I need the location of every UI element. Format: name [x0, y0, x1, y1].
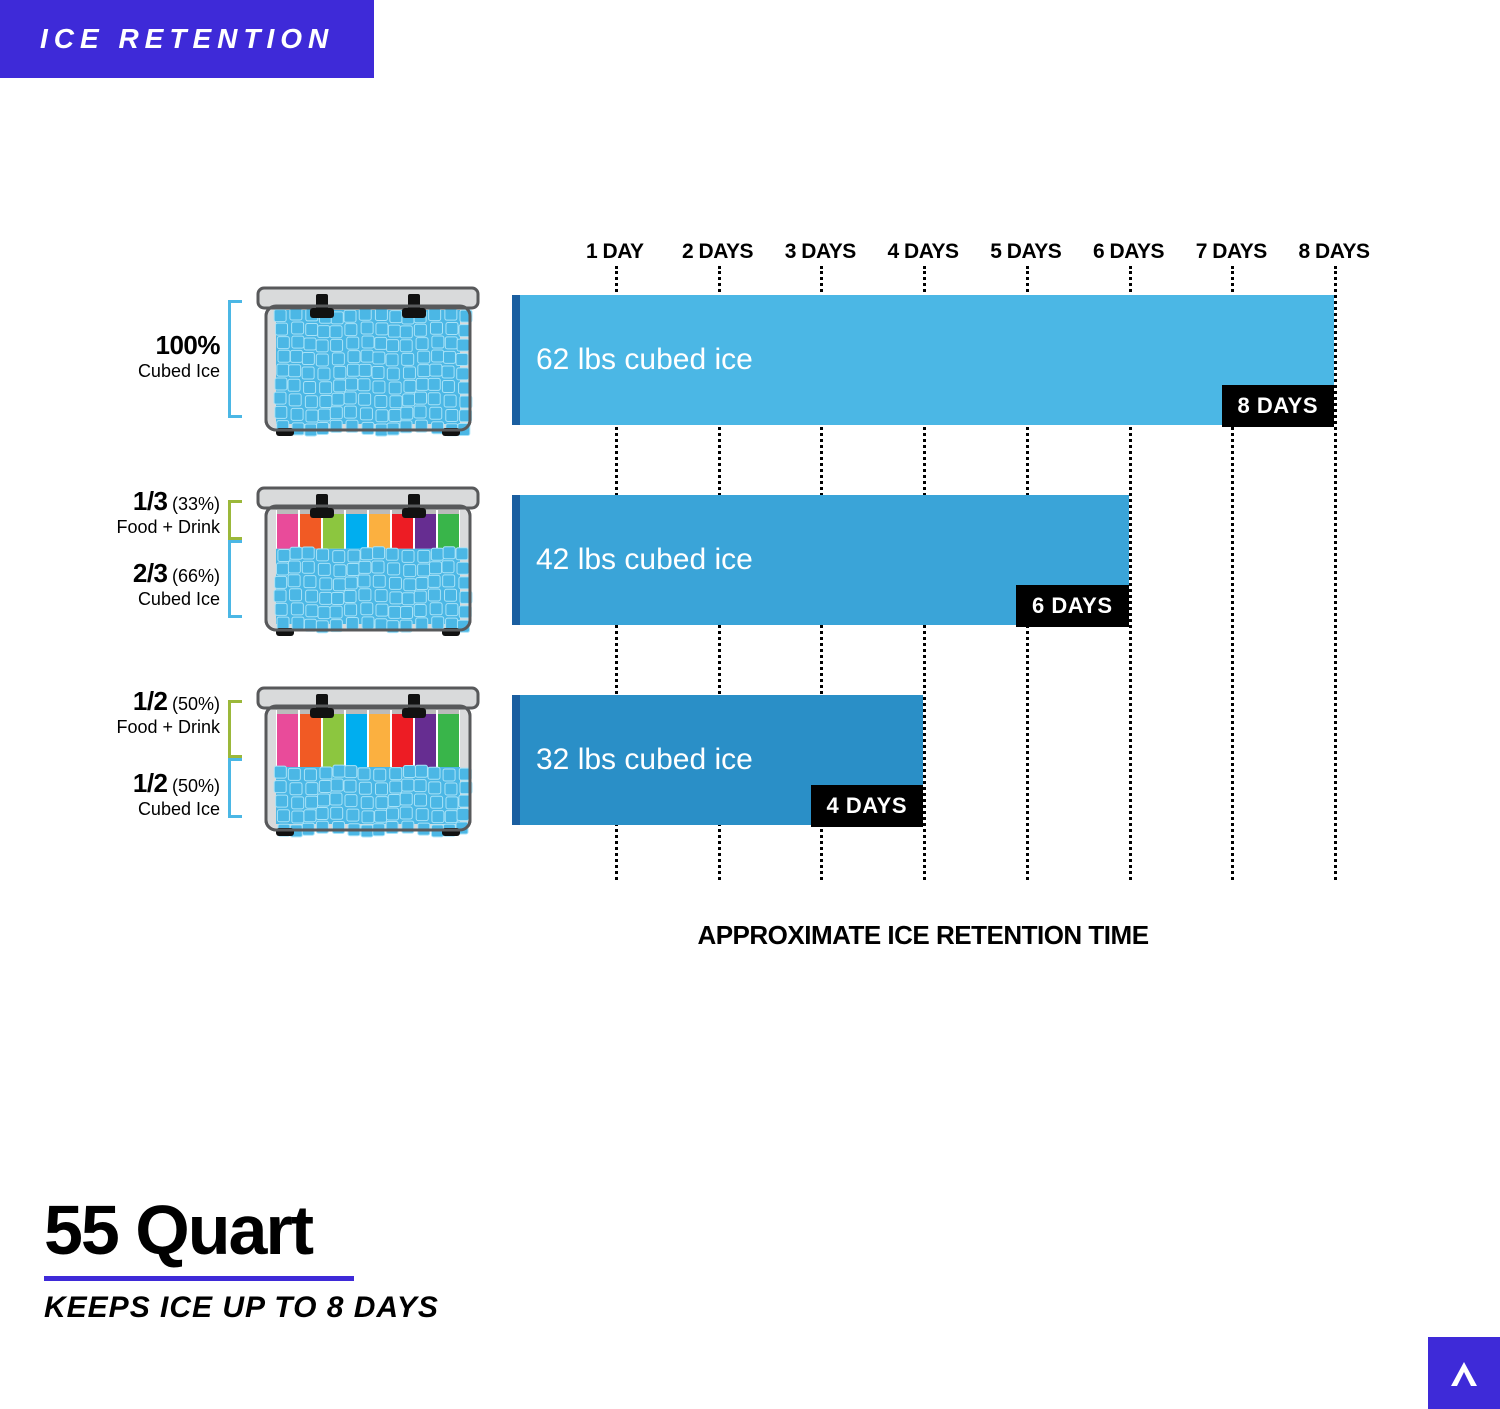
product-subtitle: KEEPS ICE UP TO 8 DAYS: [44, 1291, 439, 1325]
chart-row: 1/3 (33%)Food + Drink2/3 (66%)Cubed Ice …: [0, 480, 1500, 640]
bar-edge: [512, 495, 520, 625]
mountain-icon: [1447, 1356, 1481, 1390]
ratio-bracket: [228, 758, 242, 818]
ratio-label: 100% Cubed Ice: [40, 330, 220, 382]
section-tag: ICE RETENTION: [0, 0, 374, 78]
bar-edge: [512, 695, 520, 825]
ratio-label: 1/2 (50%)Cubed Ice: [40, 768, 220, 820]
ratio-label: 2/3 (66%)Cubed Ice: [40, 558, 220, 610]
bar-edge: [512, 295, 520, 425]
bar-label: 62 lbs cubed ice: [536, 343, 753, 377]
bar-label: 42 lbs cubed ice: [536, 543, 753, 577]
days-badge: 8 DAYS: [1222, 385, 1334, 427]
ratio-label: 1/2 (50%)Food + Drink: [40, 686, 220, 738]
brand-logo: [1428, 1337, 1500, 1409]
retention-bar: 62 lbs cubed ice 8 DAYS: [512, 295, 1334, 425]
chart-row: 1/2 (50%)Food + Drink1/2 (50%)Cubed Ice …: [0, 680, 1500, 840]
ratio-bracket: [228, 500, 242, 540]
product-size: 55 Quart: [44, 1190, 439, 1270]
days-badge: 4 DAYS: [811, 785, 923, 827]
days-badge: 6 DAYS: [1016, 585, 1128, 627]
ratio-bracket: [228, 700, 242, 758]
bar-label: 32 lbs cubed ice: [536, 743, 753, 777]
axis-title: APPROXIMATE ICE RETENTION TIME: [512, 920, 1334, 951]
retention-bar: 42 lbs cubed ice 6 DAYS: [512, 495, 1129, 625]
cooler-icon: [252, 480, 484, 640]
ratio-label: 1/3 (33%)Food + Drink: [40, 486, 220, 538]
cooler-icon: [252, 280, 484, 440]
ratio-bracket: [228, 540, 242, 618]
product-rule: [44, 1276, 354, 1281]
section-tag-text: ICE RETENTION: [40, 23, 334, 55]
ratio-bracket: [228, 300, 242, 418]
product-summary: 55 Quart KEEPS ICE UP TO 8 DAYS: [44, 1190, 439, 1325]
cooler-icon: [252, 680, 484, 840]
retention-bar: 32 lbs cubed ice 4 DAYS: [512, 695, 923, 825]
chart-row: 100% Cubed Ice 62 lbs cubed ice 8 DAYS: [0, 280, 1500, 440]
